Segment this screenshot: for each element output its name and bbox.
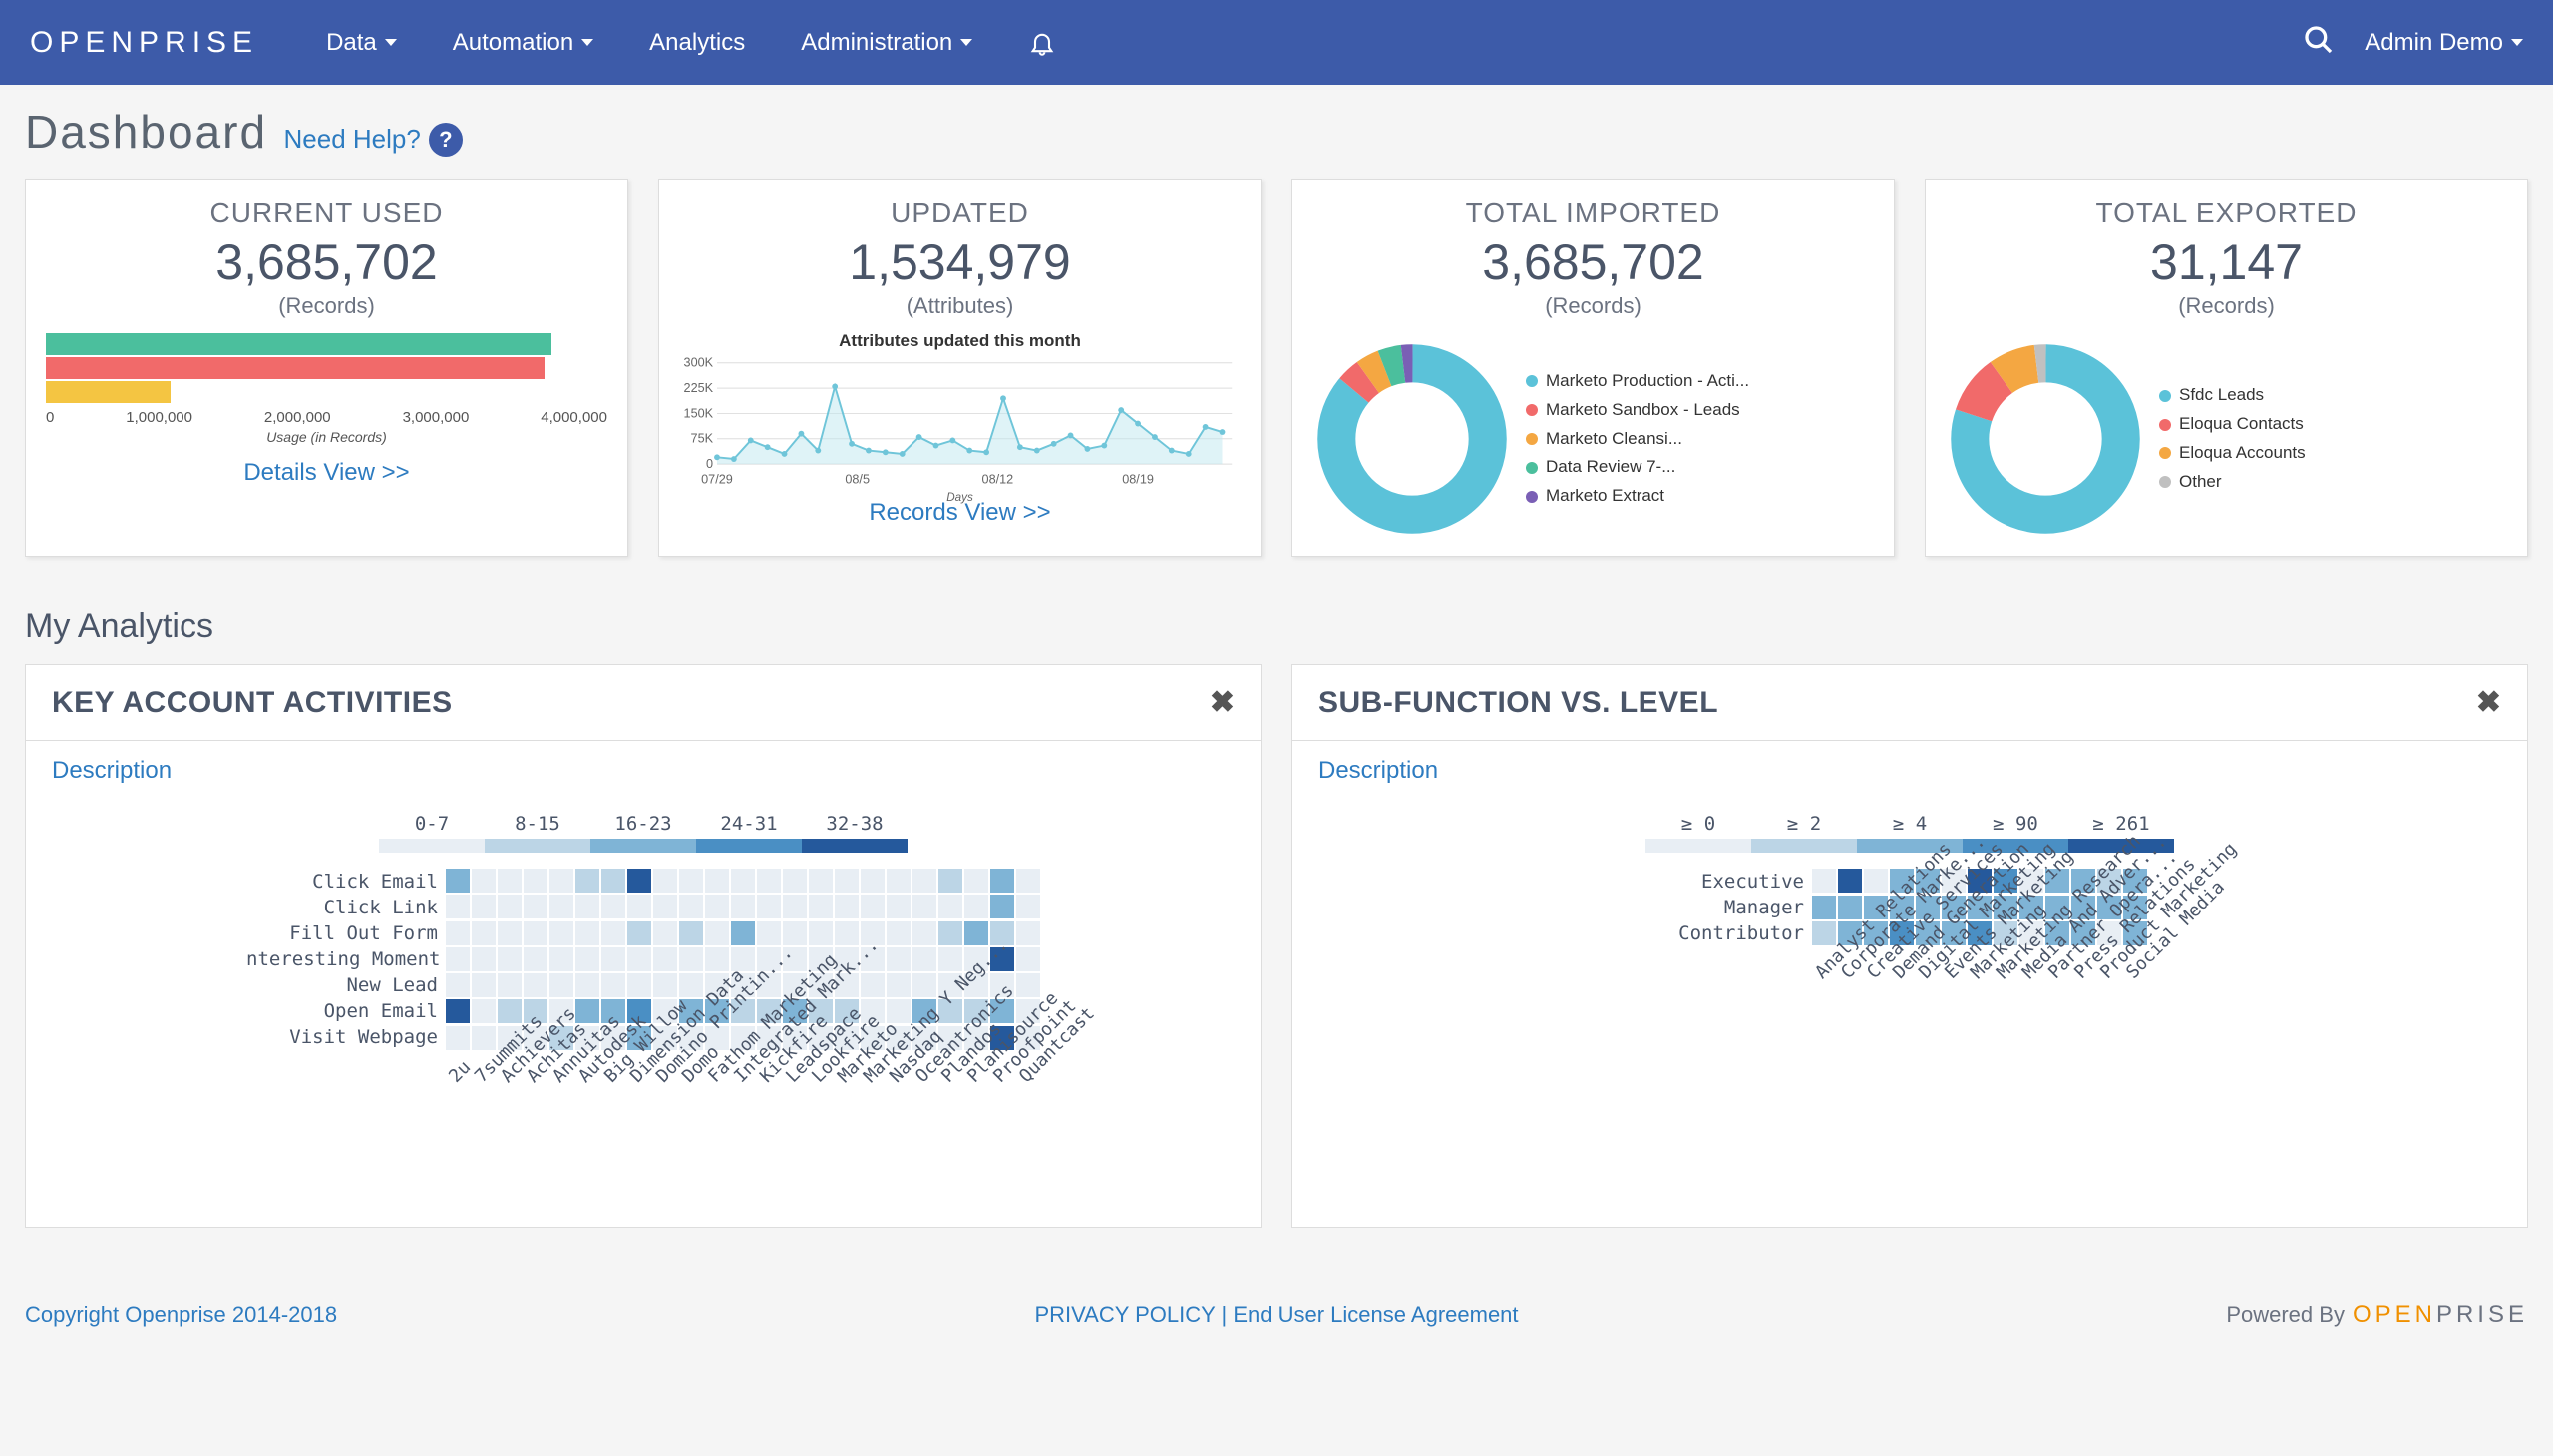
svg-text:Days: Days xyxy=(946,491,973,504)
footer-links[interactable]: PRIVACY POLICY | End User License Agreem… xyxy=(1034,1302,1518,1328)
help-link[interactable]: Need Help? ? xyxy=(284,123,463,157)
svg-text:225K: 225K xyxy=(684,381,714,395)
footer: Copyright Openprise 2014-2018 PRIVACY PO… xyxy=(0,1287,2553,1343)
powered-by-label: Powered By xyxy=(2226,1302,2345,1328)
chart-legend: Marketo Production - Acti...Marketo Sand… xyxy=(1526,367,1749,511)
logo: OPENPRISE xyxy=(30,26,258,60)
svg-text:150K: 150K xyxy=(684,406,714,420)
chart-axis: 01,000,0002,000,0003,000,0004,000,000 xyxy=(46,409,607,426)
heatmap: ≥ 0≥ 2≥ 4≥ 90≥ 261ExecutiveManagerContri… xyxy=(1292,813,2527,1123)
donut-chart xyxy=(1946,339,2145,539)
analytics-heading: My Analytics xyxy=(25,607,2528,646)
card-imported: TOTAL IMPORTED 3,685,702 (Records) Marke… xyxy=(1291,179,1895,557)
card-title: TOTAL IMPORTED xyxy=(1312,197,1874,229)
close-icon[interactable]: ✖ xyxy=(2476,685,2501,720)
card-current-used: CURRENT USED 3,685,702 (Records) 01,000,… xyxy=(25,179,628,557)
axis-label: Usage (in Records) xyxy=(46,429,607,445)
panel-description-link[interactable]: Description xyxy=(26,741,1261,793)
help-icon: ? xyxy=(429,123,463,157)
user-menu[interactable]: Admin Demo xyxy=(2365,29,2523,57)
heatmap: 0-78-1516-2324-3132-38Click EmailClick L… xyxy=(26,813,1261,1227)
card-title: CURRENT USED xyxy=(46,197,607,229)
svg-text:07/29: 07/29 xyxy=(701,473,733,487)
svg-text:0: 0 xyxy=(706,457,713,471)
search-icon[interactable] xyxy=(2303,24,2335,61)
card-value: 31,147 xyxy=(1946,233,2507,291)
panel-key-accounts: KEY ACCOUNT ACTIVITIES ✖ Description 0-7… xyxy=(25,664,1262,1228)
navbar: OPENPRISE DataAutomationAnalyticsAdminis… xyxy=(0,0,2553,85)
card-unit: (Records) xyxy=(46,293,607,319)
line-chart: 300K225K150K75K007/2908/508/1208/19Days xyxy=(679,355,1241,485)
nav-analytics[interactable]: Analytics xyxy=(621,29,773,57)
details-view-link[interactable]: Details View >> xyxy=(46,459,607,487)
openprise-logo: OPENPRISE xyxy=(2353,1301,2528,1329)
panel-title: KEY ACCOUNT ACTIVITIES xyxy=(52,686,453,720)
card-title: TOTAL EXPORTED xyxy=(1946,197,2507,229)
copyright[interactable]: Copyright Openprise 2014-2018 xyxy=(25,1302,337,1328)
nav-administration[interactable]: Administration xyxy=(773,29,1000,57)
panel-subfunction: SUB-FUNCTION VS. LEVEL ✖ Description ≥ 0… xyxy=(1291,664,2528,1228)
notifications-icon[interactable] xyxy=(1000,29,1084,57)
card-value: 3,685,702 xyxy=(1312,233,1874,291)
panel-description-link[interactable]: Description xyxy=(1292,741,2527,793)
user-name: Admin Demo xyxy=(2365,29,2503,57)
card-unit: (Attributes) xyxy=(679,293,1241,319)
card-exported: TOTAL EXPORTED 31,147 (Records) Sfdc Lea… xyxy=(1925,179,2528,557)
card-unit: (Records) xyxy=(1312,293,1874,319)
card-updated: UPDATED 1,534,979 (Attributes) Attribute… xyxy=(658,179,1262,557)
nav-automation[interactable]: Automation xyxy=(425,29,621,57)
page-title: Dashboard xyxy=(25,105,267,159)
svg-text:300K: 300K xyxy=(684,356,714,370)
chart-legend: Sfdc LeadsEloqua ContactsEloqua Accounts… xyxy=(2159,381,2306,497)
close-icon[interactable]: ✖ xyxy=(1210,685,1235,720)
svg-text:08/12: 08/12 xyxy=(982,473,1014,487)
svg-text:75K: 75K xyxy=(691,432,714,446)
mini-chart-title: Attributes updated this month xyxy=(679,331,1241,351)
nav-data[interactable]: Data xyxy=(298,29,425,57)
card-unit: (Records) xyxy=(1946,293,2507,319)
svg-text:08/19: 08/19 xyxy=(1122,473,1154,487)
card-title: UPDATED xyxy=(679,197,1241,229)
usage-bars xyxy=(46,333,607,403)
card-value: 1,534,979 xyxy=(679,233,1241,291)
svg-text:08/5: 08/5 xyxy=(845,473,870,487)
panel-title: SUB-FUNCTION VS. LEVEL xyxy=(1318,686,1718,720)
card-value: 3,685,702 xyxy=(46,233,607,291)
donut-chart xyxy=(1312,339,1512,539)
